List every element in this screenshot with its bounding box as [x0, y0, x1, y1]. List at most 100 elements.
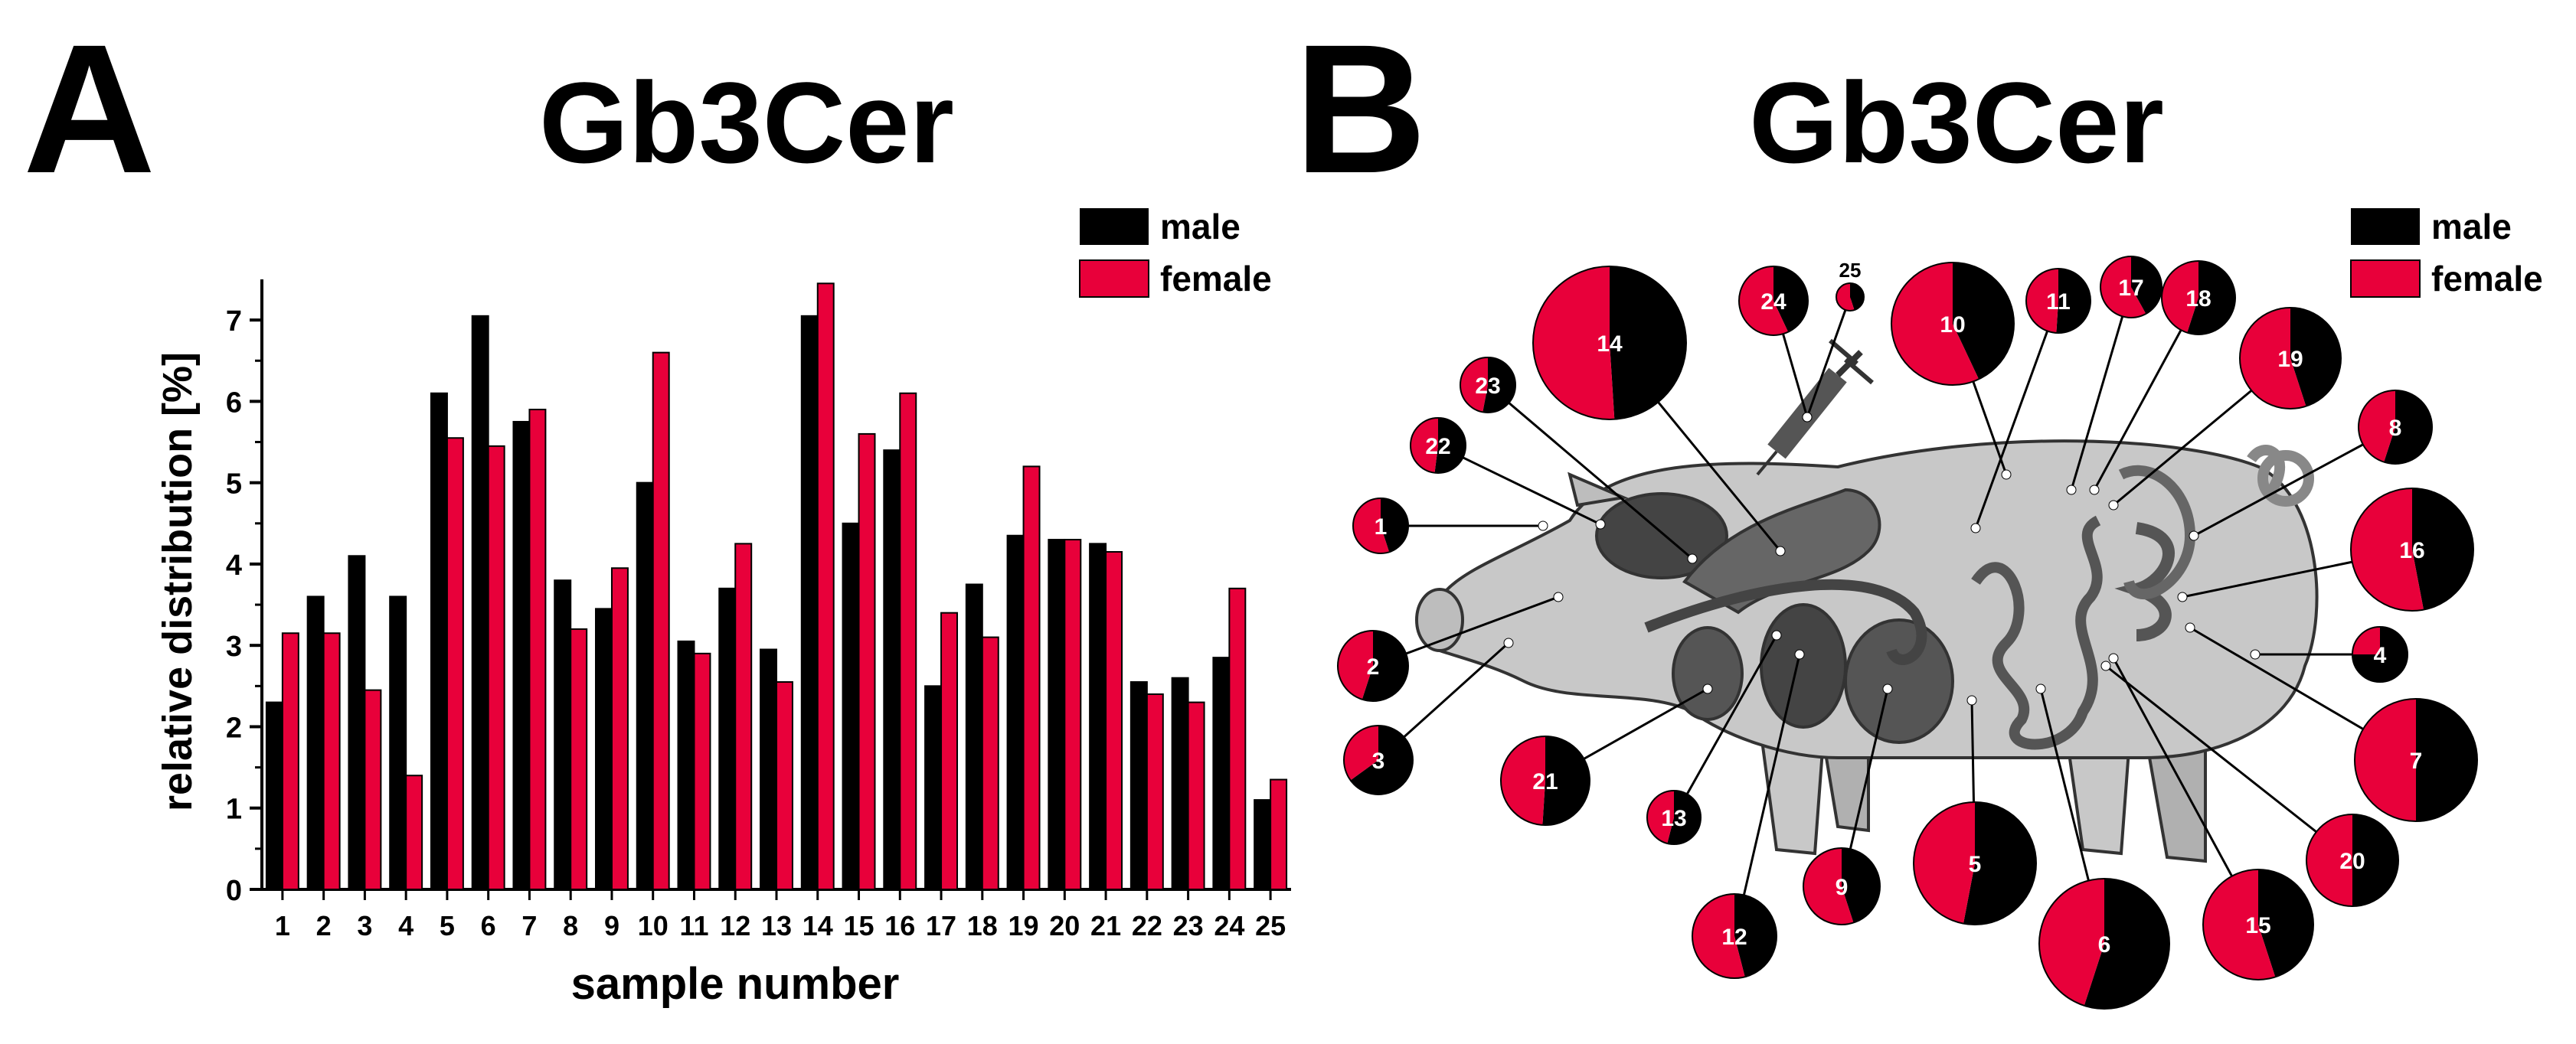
pie-17-outline: [2100, 256, 2162, 318]
legend-female-label: female: [1160, 259, 1272, 299]
legend-b-male-swatch: [2351, 208, 2420, 245]
leader-line-25: [1806, 296, 1852, 418]
pig-snout: [1415, 588, 1464, 652]
leader-line-20: [2105, 664, 2353, 862]
pie-10: 10: [1891, 262, 2015, 386]
pie-16-label: 16: [2399, 538, 2424, 563]
bar-female-20: [1064, 539, 1082, 890]
pie-20-label: 20: [2339, 849, 2365, 874]
pie-6: 6: [2038, 878, 2170, 1010]
x-tick-label: 18: [967, 910, 998, 941]
pie-22-male-slice: [1434, 418, 1466, 473]
bar-female-24: [1228, 587, 1247, 891]
pie-8-male-slice: [2384, 390, 2432, 464]
organ-anchor-10: [2001, 469, 2012, 480]
pie-2-label: 2: [1367, 654, 1380, 680]
pie-24-male-slice: [1773, 266, 1809, 332]
x-tick-label: 25: [1255, 910, 1286, 941]
leader-line-8: [2193, 426, 2396, 537]
pie-18-female-slice: [2162, 261, 2198, 333]
pig-stomach: [1760, 603, 1847, 729]
y-tick-label: 1: [226, 794, 242, 826]
y-tick-label: 2: [226, 712, 242, 744]
pie-20-female-slice: [2306, 814, 2352, 906]
pie-15-outline: [2202, 869, 2314, 980]
pie-5-outline: [1913, 801, 2037, 925]
pig-heart: [1672, 626, 1744, 721]
pie-17-female-slice: [2100, 256, 2146, 318]
pie-15-female-slice: [2202, 869, 2276, 980]
pie-12: 12: [1692, 893, 1777, 979]
pie-14-female-slice: [1532, 266, 1615, 420]
bar-male-4: [389, 595, 407, 890]
pie-8: 8: [2358, 390, 2433, 465]
bar-female-1: [281, 632, 299, 890]
legend-b-female-label: female: [2431, 259, 2543, 299]
organ-anchor-4: [2250, 649, 2261, 660]
y-ticks: 0 1 2 3 4 5 6 7: [226, 305, 262, 907]
panel-a-title: Gb3Cer: [539, 58, 954, 187]
panel-b: B Gb3Cer male female: [1294, 6, 2543, 1010]
pie-8-label: 8: [2389, 416, 2402, 441]
pie-9-male-slice: [1842, 848, 1880, 923]
pie-7-outline: [2354, 698, 2478, 822]
organ-anchor-5: [1966, 695, 1977, 706]
organ-anchor-22: [1595, 519, 1606, 530]
pie-18-outline: [2161, 260, 2236, 335]
bar-male-15: [842, 522, 860, 890]
pie-21-female-slice: [1501, 736, 1545, 825]
pie-15-label: 15: [2245, 913, 2270, 938]
pie-14-outline: [1532, 266, 1687, 420]
pie-4-label: 4: [2374, 643, 2387, 668]
pie-12-male-slice: [1734, 894, 1777, 977]
x-tick-label: 4: [398, 910, 414, 941]
pie-25-female-slice: [1836, 283, 1855, 312]
x-tick-label: 2: [316, 910, 332, 941]
pie-3-outline: [1343, 725, 1414, 795]
leader-line-12: [1733, 654, 1801, 937]
pie-15-male-slice: [2258, 869, 2313, 977]
x-tick-label: 24: [1214, 910, 1244, 941]
legend-b-male-label: male: [2431, 207, 2512, 246]
bar-female-3: [364, 689, 382, 890]
pie-14: 14: [1532, 266, 1687, 420]
organ-anchor-7: [2185, 622, 2195, 633]
organ-anchor-9: [1882, 683, 1893, 694]
pie-12-label: 12: [1721, 925, 1747, 950]
pie-16: 16: [2350, 488, 2474, 612]
organ-anchor-13: [1771, 630, 1782, 641]
pie-10-male-slice: [1953, 263, 2014, 380]
syringe-grip: [1829, 338, 1874, 385]
pie-1-label: 1: [1375, 514, 1388, 540]
bar-female-8: [570, 628, 588, 890]
x-tick-label: 23: [1173, 910, 1204, 941]
bar-female-6: [487, 445, 505, 890]
pie-9: 9: [1803, 847, 1881, 925]
pie-1-outline: [1352, 498, 1409, 554]
syringe-needle: [1756, 450, 1778, 476]
pie-19-label: 19: [2277, 347, 2303, 372]
pie-7: 7: [2354, 698, 2478, 822]
pie-22-label: 22: [1425, 434, 1450, 459]
leader-line-11: [1974, 300, 2060, 529]
x-tick-label: 19: [1008, 910, 1039, 941]
pie-5-male-slice: [1963, 802, 2037, 925]
organ-anchor-18: [2089, 484, 2100, 495]
x-tick-label: 12: [720, 910, 750, 941]
pie-3-female-slice: [1344, 726, 1378, 781]
bar-male-2: [306, 595, 325, 890]
organ-anchor-16: [2177, 592, 2188, 602]
leader-line-17: [2070, 286, 2133, 491]
bar-female-16: [899, 392, 917, 890]
pie-18-label: 18: [2185, 286, 2211, 312]
pie-6-female-slice: [2039, 879, 2104, 1006]
bar-male-24: [1212, 657, 1231, 890]
bar-male-3: [348, 555, 366, 890]
pie-2: 2: [1337, 630, 1409, 702]
bar-male-14: [800, 315, 819, 890]
pie-20-male-slice: [2352, 814, 2398, 906]
pig-liver: [1844, 618, 1954, 744]
pie-7-male-slice: [2416, 699, 2477, 821]
pie-6-outline: [2038, 878, 2170, 1010]
pie-24: 24: [1738, 266, 1809, 336]
